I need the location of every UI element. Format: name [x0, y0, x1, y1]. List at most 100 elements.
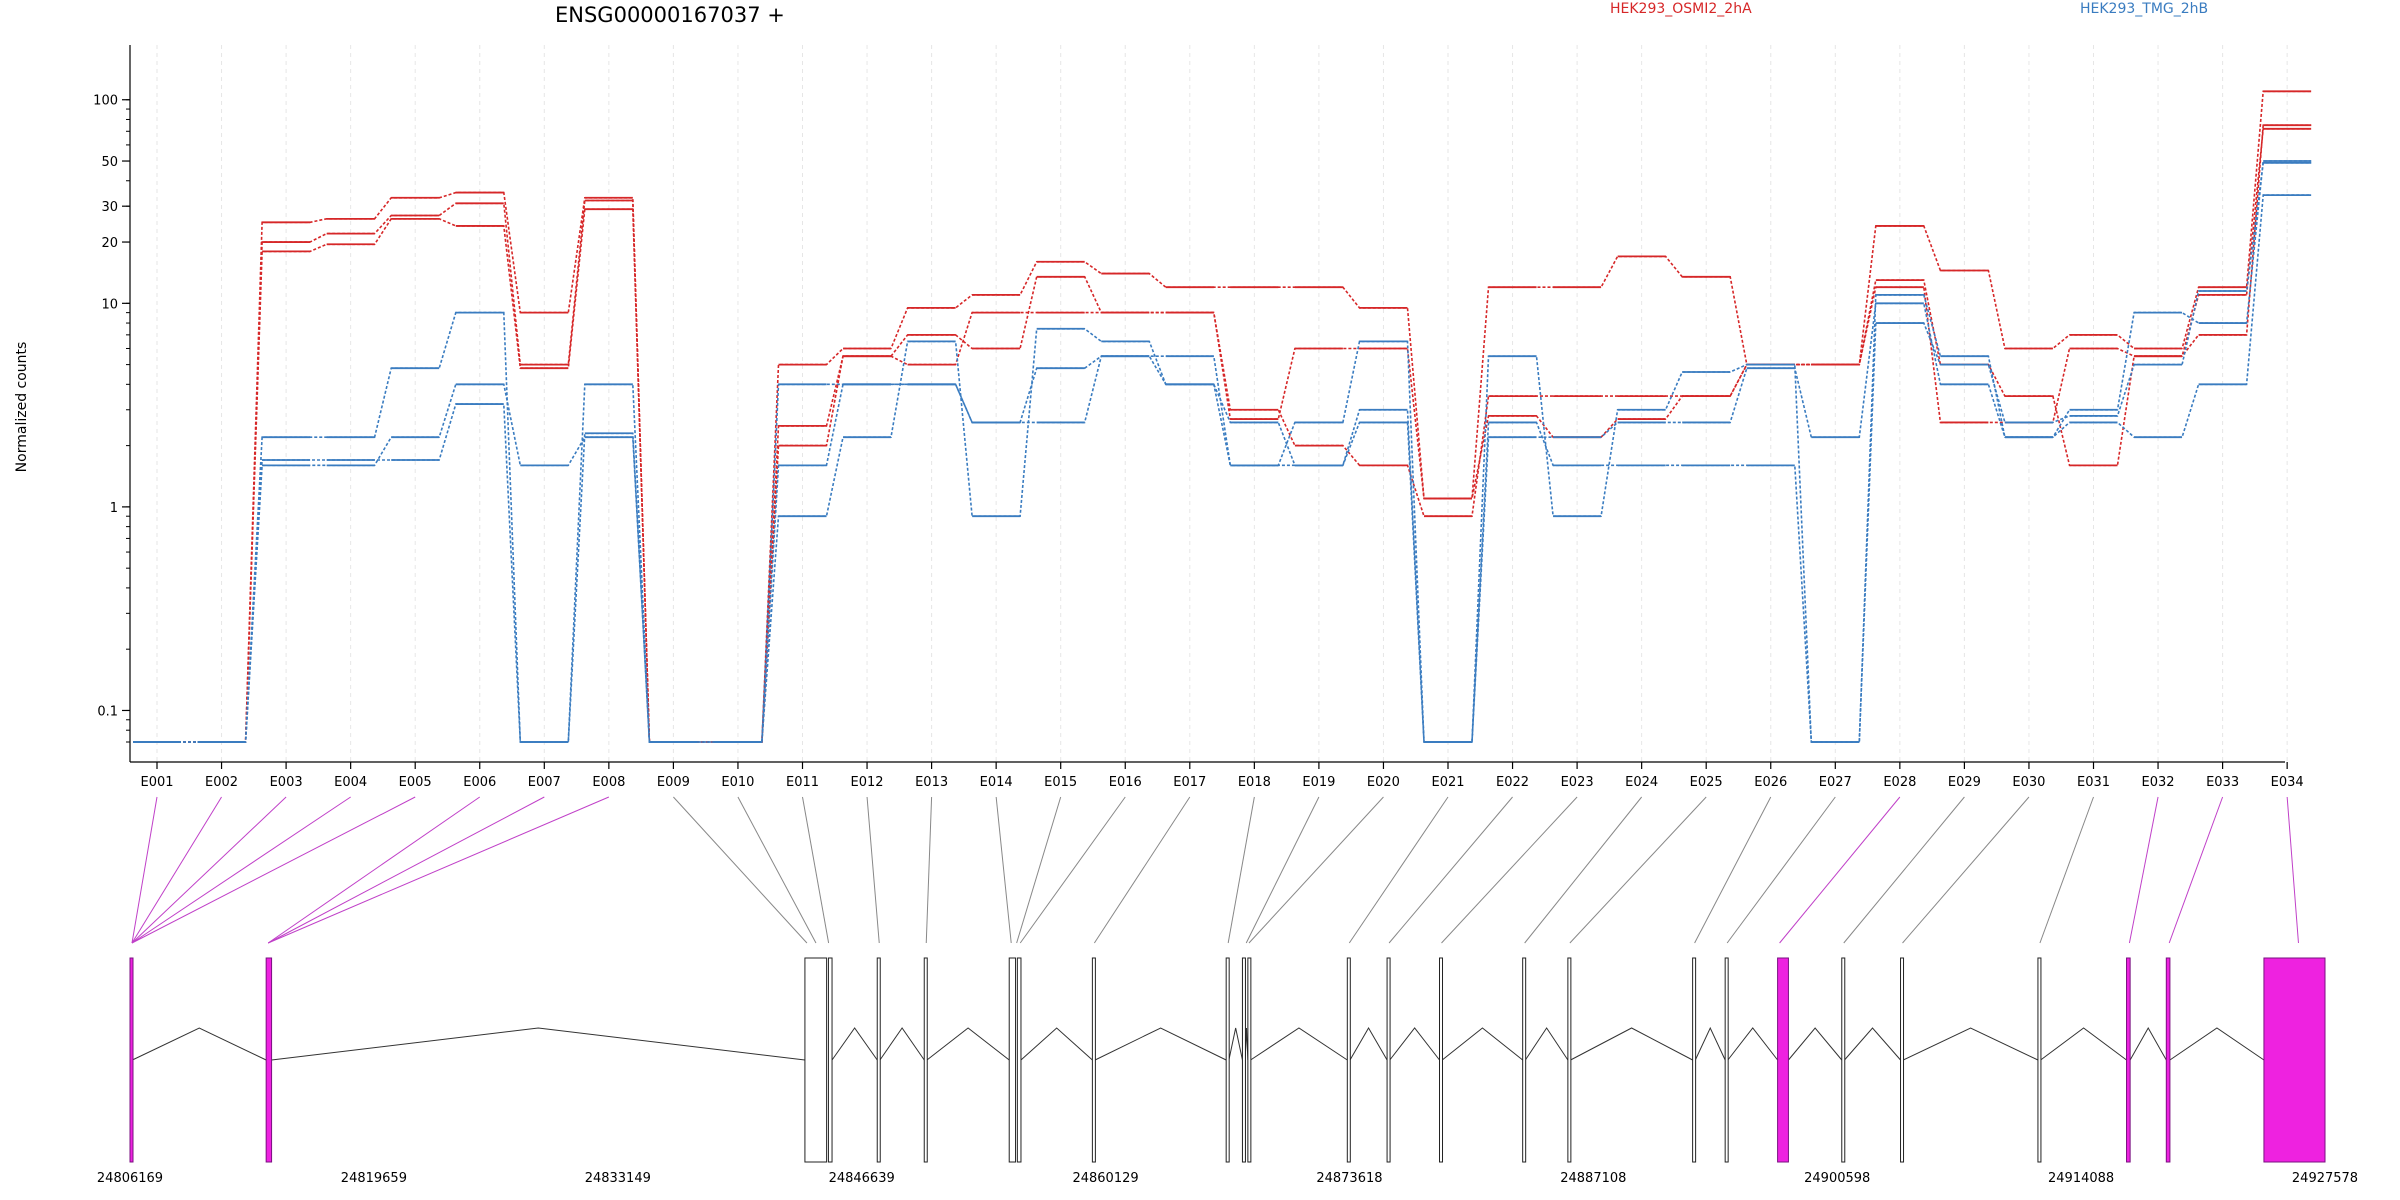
exon-box [1724, 957, 1729, 1163]
coordinate-tick-label: 24873618 [1316, 1171, 1382, 1186]
series-path [133, 124, 2312, 743]
bin-connector [995, 796, 1012, 944]
x-tick-label: E022 [1496, 775, 1529, 790]
legend-entry-tmg: HEK293_TMG_2hB [2080, 1, 2208, 17]
exon-box [1692, 957, 1697, 1163]
intron-line [1441, 1027, 1523, 1061]
bin-connector [1726, 796, 1836, 944]
x-tick-label: E025 [1690, 775, 1723, 790]
y-axis-label: Normalized counts [14, 342, 30, 473]
exon-box [1008, 957, 1017, 1163]
series-path [133, 90, 2312, 743]
x-tick-label: E028 [1883, 775, 1916, 790]
bin-connector [925, 796, 933, 944]
exon-box [129, 957, 134, 1163]
x-tick-label: E003 [270, 775, 303, 790]
x-tick-label: E012 [851, 775, 884, 790]
exon-box [2037, 957, 2042, 1163]
x-tick-label: E016 [1109, 775, 1142, 790]
intron-line [1250, 1027, 1348, 1061]
intron-line [1349, 1027, 1388, 1061]
x-tick-label: E011 [786, 775, 819, 790]
coordinate-tick-label: 24900598 [1804, 1171, 1870, 1186]
series-line [133, 124, 2312, 743]
legend-entry-osmi2: HEK293_OSMI2_2hA [1610, 1, 1752, 17]
x-tick-label: E024 [1625, 775, 1658, 790]
x-tick-label: E030 [2012, 775, 2045, 790]
bin-connector [1902, 796, 2030, 944]
intron-line [271, 1027, 805, 1061]
x-tick-label: E026 [1754, 775, 1787, 790]
x-tick-label: E017 [1173, 775, 1206, 790]
intron-line [132, 1027, 267, 1061]
x-tick-label: E023 [1561, 775, 1594, 790]
intron-line [1788, 1027, 1843, 1061]
x-tick-label: E029 [1948, 775, 1981, 790]
y-tick-label: 1 [110, 501, 118, 516]
bin-connector [1524, 796, 1643, 944]
exon-box [1900, 957, 1905, 1163]
x-tick-label: E027 [1819, 775, 1852, 790]
series-path [133, 194, 2312, 743]
bin-connector [1348, 796, 1449, 944]
intron-line [1020, 1027, 1093, 1061]
bin-connector [1388, 796, 1513, 944]
series-line [133, 161, 2312, 743]
exon-box [876, 957, 881, 1163]
bin-connector [802, 796, 830, 944]
exon-box [2126, 957, 2131, 1163]
intron-line [1844, 1027, 1901, 1061]
series-lines [133, 90, 2312, 743]
y-tick-label: 10 [101, 297, 118, 312]
series-line [133, 160, 2312, 743]
chart-title: ENSG00000167037 + [555, 3, 785, 27]
intron-line [831, 1027, 878, 1061]
bin-connector [1694, 796, 1772, 944]
bin-connector [673, 796, 808, 944]
x-tick-label: E015 [1044, 775, 1077, 790]
x-tick-label: E008 [592, 775, 625, 790]
x-tick-label: E018 [1238, 775, 1271, 790]
x-tick-label: E031 [2077, 775, 2110, 790]
exon-box [1225, 957, 1230, 1163]
x-tick-label: E010 [721, 775, 754, 790]
intron-line [2129, 1026, 2167, 1061]
x-tick-label: E001 [140, 775, 173, 790]
exon-box [265, 957, 273, 1163]
bin-connector [1779, 796, 1901, 944]
bin-connector [2168, 796, 2224, 944]
bin-connector [267, 796, 481, 944]
bin-connector [131, 796, 416, 944]
x-tick-label: E007 [528, 775, 561, 790]
bin-connector [1248, 796, 1384, 944]
x-tick-label: E002 [205, 775, 238, 790]
bin-connector [131, 796, 287, 944]
x-tick-label: E005 [399, 775, 432, 790]
y-tick-label: 0.1 [97, 704, 118, 719]
exon-box [1777, 957, 1789, 1163]
coordinate-tick-label: 24819659 [341, 1171, 407, 1186]
intron-line [1389, 1027, 1440, 1061]
bin-connector [2286, 796, 2299, 944]
series-path [133, 128, 2312, 743]
x-tick-label: E004 [334, 775, 367, 790]
exon-box [2263, 957, 2326, 1163]
bin-connector [1016, 796, 1062, 944]
bin-connector [1441, 796, 1578, 944]
series-path [133, 162, 2312, 743]
series-line [133, 90, 2312, 743]
exon-box [1016, 957, 1022, 1163]
exon-box [804, 957, 828, 1163]
exon-box [1247, 957, 1252, 1163]
intron-line [879, 1027, 925, 1061]
coordinate-tick-label: 24914088 [2048, 1171, 2114, 1186]
x-tick-label: E019 [1302, 775, 1335, 790]
bin-connector [131, 796, 222, 944]
exon-box [1522, 957, 1527, 1163]
bin-connector [2039, 796, 2094, 944]
coordinate-tick-label: 24806169 [97, 1171, 163, 1186]
y-tick-label: 30 [101, 200, 118, 215]
bin-connector [1569, 796, 1707, 944]
coordinate-tick-label: 24860129 [1072, 1171, 1138, 1186]
exon-box [1091, 957, 1096, 1163]
